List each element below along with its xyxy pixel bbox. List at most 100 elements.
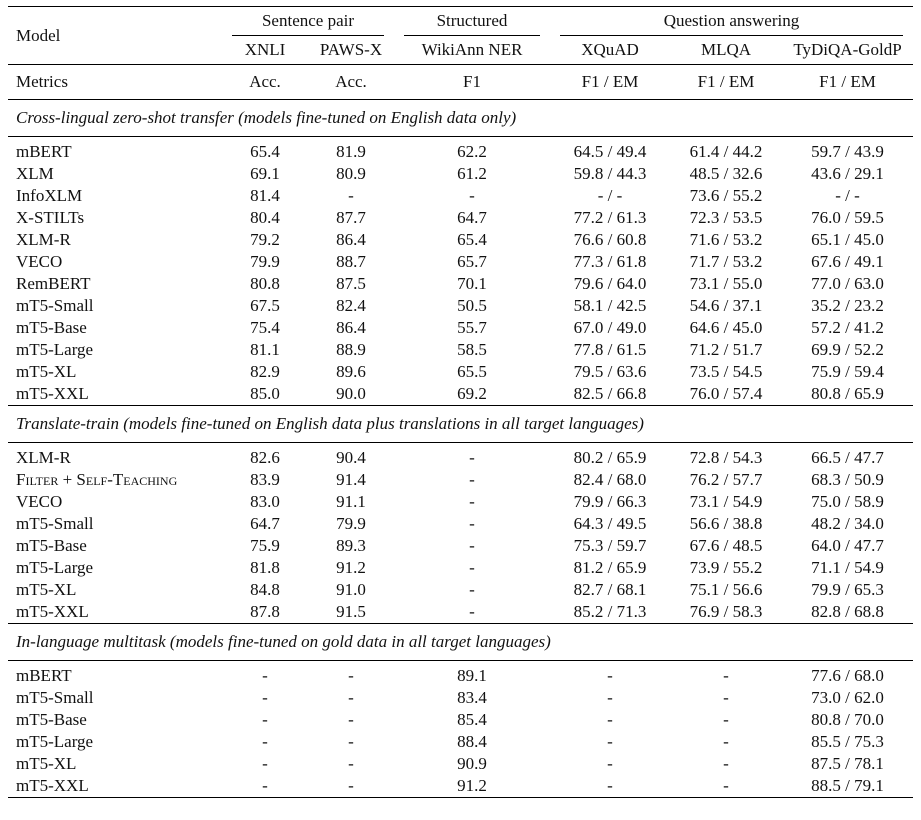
score-cell: 79.5 / 63.6 — [573, 362, 647, 381]
score-cell: 87.5 / 78.1 — [811, 754, 884, 773]
score-cell: 77.8 / 61.5 — [573, 340, 647, 359]
score-cell: 82.4 / 68.0 — [573, 470, 647, 489]
score-cell: 64.5 / 49.4 — [573, 142, 647, 161]
score-cell: 89.1 — [457, 666, 487, 685]
score-cell: 58.1 / 42.5 — [573, 296, 647, 315]
section-title: Cross-lingual zero-shot transfer (models… — [8, 99, 913, 137]
score-cell: 84.8 — [250, 580, 280, 599]
score-cell: 73.9 / 55.2 — [689, 558, 763, 577]
score-cell: 72.3 / 53.5 — [689, 208, 763, 227]
score-cell: 71.7 / 53.2 — [689, 252, 763, 271]
model-name: mT5-Base — [16, 536, 87, 555]
score-cell: - — [469, 470, 475, 489]
score-cell: 55.7 — [457, 318, 487, 337]
metrics-row: Metrics Acc. Acc. F1 F1 / EM F1 / EM F1 … — [8, 64, 913, 100]
model-name: mT5-Small — [16, 514, 94, 533]
model-name: VECO — [16, 492, 63, 511]
score-cell: - — [607, 754, 613, 773]
model-name: XLM-R — [16, 230, 71, 249]
score-cell: - — [469, 602, 475, 621]
score-cell: 62.2 — [457, 142, 487, 161]
score-cell: 64.3 / 49.5 — [573, 514, 647, 533]
score-cell: - — [469, 536, 475, 555]
table-row: mBERT - - 89.1 - - 77.6 / 68.0 — [8, 665, 913, 687]
table-row: VECO 79.9 88.7 65.7 77.3 / 61.8 71.7 / 53.2 67… — [8, 251, 913, 273]
score-cell: 81.1 — [250, 340, 280, 359]
score-cell: 77.0 / 63.0 — [811, 274, 884, 293]
table-row: XLM 69.1 80.9 61.2 59.8 / 44.3 48.5 / 32.6 43.… — [8, 163, 913, 185]
score-cell: 90.4 — [336, 448, 366, 467]
section-rule-cell — [8, 660, 913, 665]
table-row: mT5-Small 64.7 79.9 - 64.3 / 49.5 56.6 / 38.8… — [8, 513, 913, 535]
score-cell: 70.1 — [457, 274, 487, 293]
score-cell: - — [348, 666, 354, 685]
table-row: mT5-XXL 87.8 91.5 - 85.2 / 71.3 76.9 / 58.3 82… — [8, 601, 913, 624]
header-row-columns: XNLI PAWS-X WikiAnn NER XQuAD MLQA TyDiQ… — [8, 36, 913, 65]
model-name: mT5-XL — [16, 362, 77, 381]
score-cell: 59.8 / 44.3 — [573, 164, 647, 183]
score-cell: - — [348, 688, 354, 707]
score-cell: - — [607, 710, 613, 729]
model-name: mT5-Small — [16, 296, 94, 315]
score-cell: 91.4 — [336, 470, 366, 489]
score-cell: 81.2 / 65.9 — [573, 558, 647, 577]
section-header-row: In-language multitask (models fine-tuned… — [8, 623, 913, 661]
sentence-pair-group-header: Sentence pair — [222, 6, 394, 36]
column-header-xnli: XNLI — [244, 40, 286, 59]
score-cell: 86.4 — [336, 230, 366, 249]
score-cell: 81.9 — [336, 142, 366, 161]
score-cell: - — [607, 688, 613, 707]
score-cell: 76.0 / 59.5 — [811, 208, 884, 227]
score-cell: - — [723, 688, 729, 707]
score-cell: 82.9 — [250, 362, 280, 381]
score-cell: 80.8 / 65.9 — [811, 384, 884, 403]
score-cell: - — [723, 732, 729, 751]
score-cell: - — [348, 754, 354, 773]
table-row: InfoXLM 81.4 - - - / - 73.6 / 55.2 - / - — [8, 185, 913, 207]
table-row: mT5-XL 82.9 89.6 65.5 79.5 / 63.6 73.5 / 54.5… — [8, 361, 913, 383]
score-cell: 65.5 — [457, 362, 487, 381]
score-cell: - — [469, 448, 475, 467]
model-name: RemBERT — [16, 274, 91, 293]
section-rule-cell — [8, 442, 913, 447]
table-row: mBERT 65.4 81.9 62.2 64.5 / 49.4 61.4 / 44.2 5… — [8, 141, 913, 163]
model-name: mT5-Base — [16, 710, 87, 729]
qa-group-header: Question answering — [550, 6, 913, 36]
score-cell: 75.0 / 58.9 — [811, 492, 884, 511]
table-row: XLM-R 82.6 90.4 - 80.2 / 65.9 72.8 / 54.3 66.5… — [8, 447, 913, 469]
score-cell: - — [723, 666, 729, 685]
score-cell: - / - — [835, 186, 860, 205]
score-cell: 64.0 / 47.7 — [811, 536, 884, 555]
score-cell: - — [607, 732, 613, 751]
column-header-tydiqa: TyDiQA-GoldP — [793, 40, 902, 59]
score-cell: 82.7 / 68.1 — [573, 580, 647, 599]
score-cell: 48.5 / 32.6 — [689, 164, 763, 183]
model-name: mT5-Large — [16, 732, 94, 751]
score-cell: 81.8 — [250, 558, 280, 577]
score-cell: 91.2 — [394, 775, 550, 798]
score-cell: 71.1 / 54.9 — [811, 558, 884, 577]
score-cell: 67.6 / 49.1 — [811, 252, 884, 271]
column-header-mlqa: MLQA — [700, 40, 752, 59]
score-cell: 54.6 / 37.1 — [689, 296, 763, 315]
score-cell: 73.1 / 54.9 — [689, 492, 763, 511]
score-cell: 64.6 / 45.0 — [689, 318, 763, 337]
score-cell: 80.8 — [250, 274, 280, 293]
table-row: mT5-Large 81.1 88.9 58.5 77.8 / 61.5 71.2 / 5… — [8, 339, 913, 361]
results-table: Model Sentence pair Structured Question … — [8, 6, 913, 798]
metric-wikiann-ner: F1 — [394, 64, 550, 100]
score-cell: - — [222, 775, 308, 798]
table-row: XLM-R 79.2 86.4 65.4 76.6 / 60.8 71.6 / 53.2 6… — [8, 229, 913, 251]
score-cell: - — [348, 710, 354, 729]
table-row: mT5-XXL - -91.2- -88.5 / 79.1 — [8, 775, 913, 798]
model-name: XLM-R — [16, 448, 71, 467]
score-cell: 48.2 / 34.0 — [811, 514, 884, 533]
score-cell: 65.4 — [250, 142, 280, 161]
score-cell: 76.0 / 57.4 — [689, 384, 763, 403]
score-cell: 43.6 / 29.1 — [811, 164, 884, 183]
score-cell: 64.7 — [250, 514, 280, 533]
model-name: X-STILTs — [16, 208, 85, 227]
model-name: mBERT — [16, 666, 72, 685]
table-row: mT5-Base - - 85.4 - - 80.8 / 70.0 — [8, 709, 913, 731]
